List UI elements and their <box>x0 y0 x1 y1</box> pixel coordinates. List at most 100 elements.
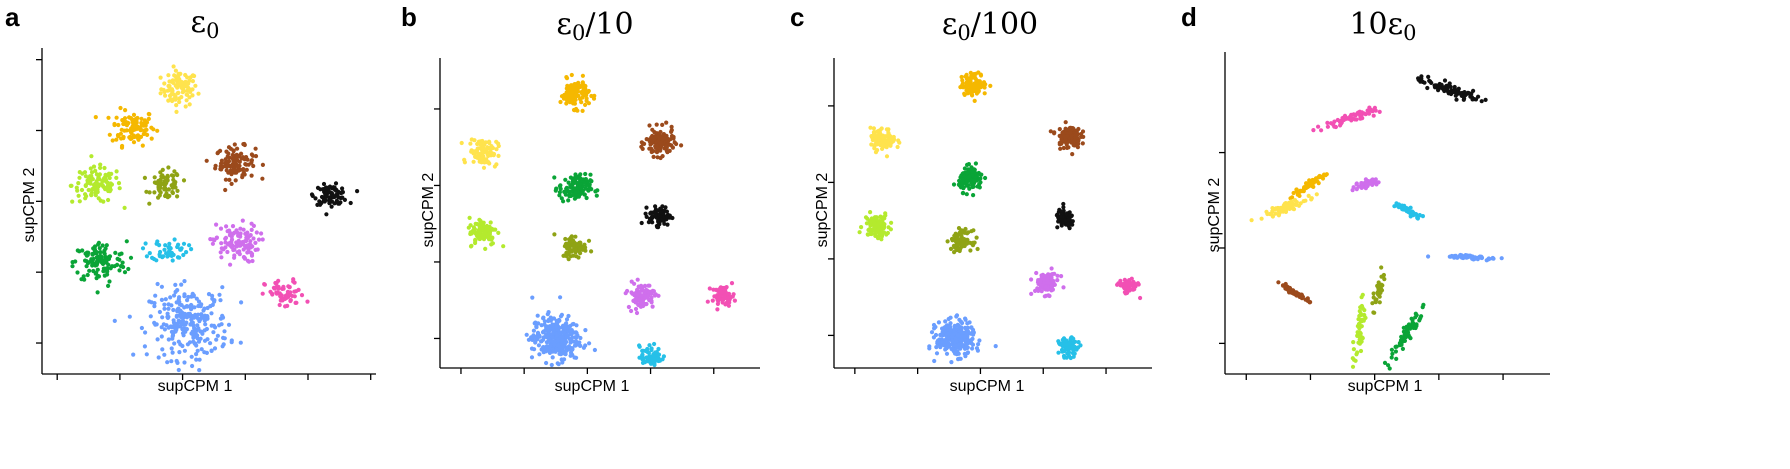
data-point <box>172 237 177 242</box>
data-point <box>885 230 891 236</box>
data-point <box>146 116 151 121</box>
data-point <box>75 188 80 193</box>
data-point <box>489 237 494 242</box>
data-point <box>1338 121 1344 126</box>
cluster-7 <box>140 237 194 263</box>
data-point <box>81 274 86 279</box>
data-point <box>568 324 573 329</box>
data-point <box>184 304 190 309</box>
data-point <box>1049 275 1054 280</box>
data-point <box>203 322 208 327</box>
data-point <box>160 315 165 320</box>
cluster-8 <box>1115 276 1143 301</box>
data-point <box>1064 338 1069 343</box>
data-point <box>1376 280 1381 285</box>
data-point <box>166 83 171 89</box>
data-point <box>537 352 542 357</box>
cluster-9 <box>1350 292 1368 369</box>
data-point <box>967 320 972 325</box>
data-point <box>159 334 164 339</box>
data-point <box>1394 356 1399 361</box>
panel-a: a ε0​ supCPM 1 supCPM 2 <box>5 2 376 395</box>
data-point <box>644 214 649 219</box>
data-point <box>169 346 174 351</box>
data-point <box>73 259 78 264</box>
data-point <box>877 137 882 142</box>
data-point <box>162 306 167 311</box>
data-point <box>589 187 594 192</box>
data-point <box>143 123 148 128</box>
data-point <box>209 348 214 353</box>
data-point <box>555 338 560 343</box>
data-point <box>103 268 108 273</box>
data-point <box>640 360 646 365</box>
data-point <box>1054 213 1059 218</box>
data-point <box>276 286 281 291</box>
data-point <box>662 221 667 226</box>
data-point <box>219 255 224 260</box>
data-point <box>637 290 642 295</box>
data-point <box>857 230 862 235</box>
data-point <box>644 205 649 210</box>
cluster-1 <box>1311 105 1382 133</box>
data-point <box>77 175 82 180</box>
data-point <box>1463 93 1468 98</box>
data-point <box>95 273 101 279</box>
data-point <box>1074 347 1079 352</box>
data-point <box>1325 124 1330 129</box>
data-point <box>1413 212 1419 217</box>
data-point <box>954 236 960 241</box>
data-point <box>329 204 334 209</box>
data-point <box>158 91 163 96</box>
data-point <box>1061 342 1066 347</box>
data-point <box>1478 255 1483 260</box>
data-point <box>982 91 987 96</box>
data-point <box>571 82 577 87</box>
data-point <box>859 225 864 230</box>
data-point <box>181 241 187 246</box>
data-point <box>139 325 144 331</box>
data-point <box>563 96 568 101</box>
data-point <box>879 237 884 242</box>
data-point <box>1066 217 1071 222</box>
cluster-3 <box>1249 192 1319 223</box>
data-point <box>1069 139 1074 144</box>
data-point <box>569 347 574 352</box>
data-point <box>1315 179 1320 184</box>
data-point <box>286 284 291 289</box>
data-point <box>952 233 957 238</box>
data-point <box>637 344 642 349</box>
data-point <box>660 204 665 209</box>
data-point <box>166 187 171 192</box>
data-point <box>245 243 250 248</box>
data-point <box>660 122 665 127</box>
data-point <box>162 352 167 357</box>
data-point <box>243 231 248 236</box>
data-point <box>260 237 265 242</box>
data-point <box>210 241 215 246</box>
data-point <box>155 128 160 133</box>
data-point <box>1125 286 1131 291</box>
data-point <box>193 334 198 339</box>
data-point <box>651 154 656 159</box>
data-point <box>92 247 97 253</box>
data-point <box>478 225 483 230</box>
data-point <box>948 327 953 332</box>
data-point <box>1362 308 1367 313</box>
data-point <box>566 313 571 319</box>
data-point <box>331 194 336 199</box>
data-point <box>640 146 645 151</box>
data-point <box>953 349 958 354</box>
data-point <box>333 181 339 186</box>
data-point <box>172 341 177 346</box>
data-point <box>1332 124 1337 129</box>
data-point <box>274 291 279 296</box>
data-point <box>175 194 180 199</box>
data-point <box>321 187 326 192</box>
data-point <box>496 230 501 235</box>
data-point <box>974 346 980 351</box>
data-point <box>953 337 958 342</box>
data-point <box>946 325 951 330</box>
data-point <box>1448 254 1453 259</box>
data-point <box>942 325 948 330</box>
